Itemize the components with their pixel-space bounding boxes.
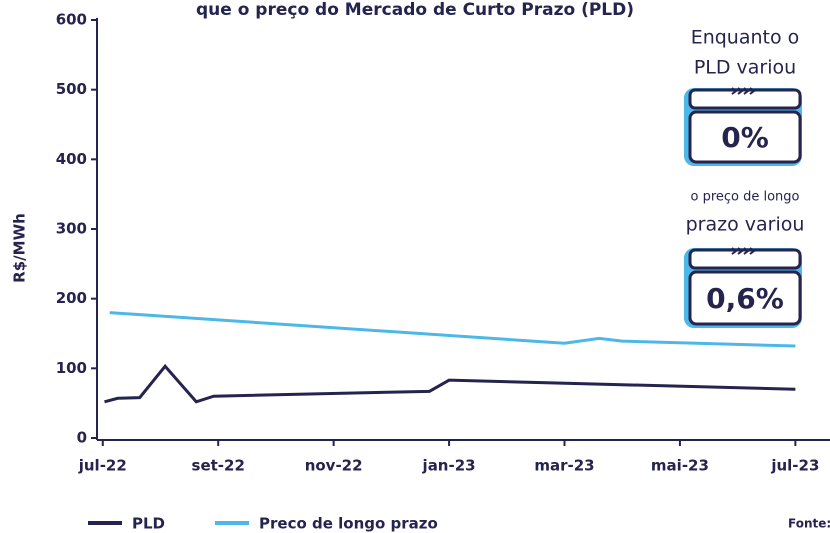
annotation-text: o preço de longo — [690, 190, 799, 205]
x-tick-label: mar-23 — [534, 457, 594, 475]
legend-label: Preco de longo prazo — [259, 515, 438, 533]
annotation-value: 0% — [721, 121, 769, 154]
y-axis-label: R$/MWh — [11, 213, 29, 283]
source: Fonte: DCIDE — [788, 517, 830, 531]
x-tick-label: jan-23 — [422, 457, 476, 475]
annotation-text: Enquanto o — [691, 27, 800, 49]
x-tick-label: set-22 — [192, 457, 245, 475]
y-tick-label: 400 — [56, 150, 87, 168]
y-tick-label: 200 — [56, 289, 87, 307]
annotation-box — [684, 87, 802, 166]
line — [109, 311, 796, 348]
x-tick-label: nov-22 — [305, 457, 363, 475]
y-tick-label: 100 — [56, 359, 87, 377]
x-tick-label: jul-23 — [770, 457, 819, 475]
annotation-value: 0,6% — [706, 282, 784, 315]
x-tick-label: jul-22 — [78, 457, 127, 475]
y-tick-label: 300 — [56, 220, 87, 238]
y-tick-label: 600 — [56, 11, 87, 29]
legend-label: PLD — [132, 515, 165, 533]
chart-title: que o preço do Mercado de Curto Prazo (P… — [196, 0, 634, 20]
annotation-text: prazo variou — [686, 214, 805, 236]
y-tick-label: 500 — [56, 80, 87, 98]
annotation-box — [684, 247, 802, 328]
y-tick-label: 0 — [77, 429, 87, 447]
line — [104, 363, 796, 404]
x-tick-label: mai-23 — [651, 457, 709, 475]
annotation-text: PLD variou — [694, 57, 796, 79]
